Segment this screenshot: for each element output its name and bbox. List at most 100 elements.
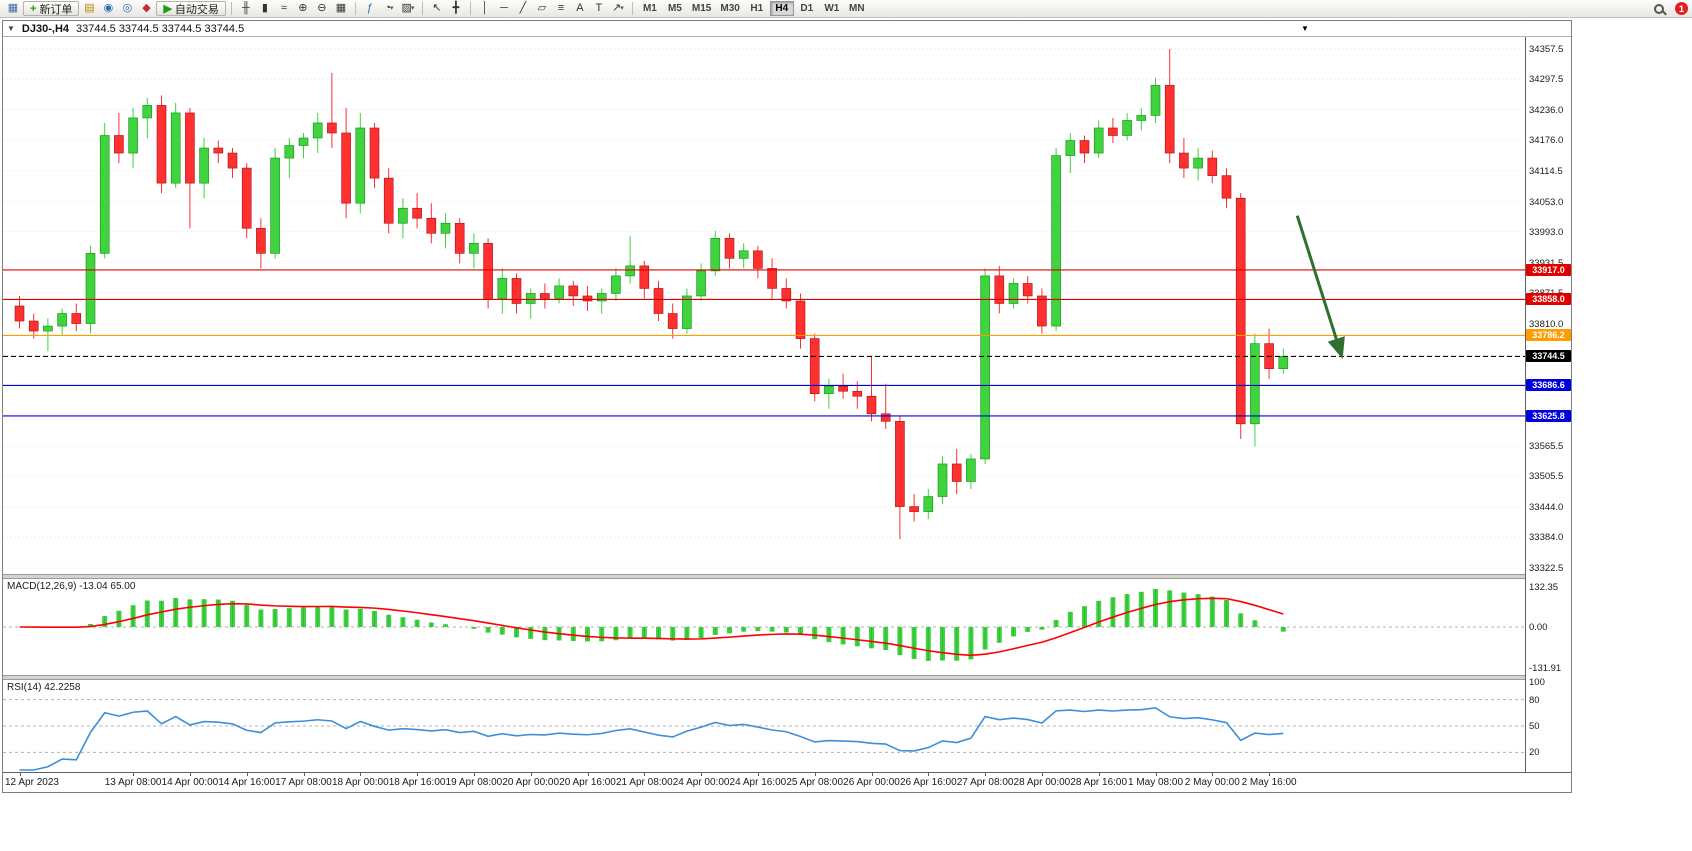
price-axis-label: 33931.5	[1529, 258, 1563, 269]
toolbar-separator	[469, 2, 471, 15]
new-chart-icon[interactable]: ▦	[7, 2, 19, 14]
zoom-out-icon[interactable]: ⊖	[317, 2, 327, 14]
toolbar-separator	[230, 2, 232, 15]
line-chart-icon[interactable]: ≈	[280, 2, 287, 14]
chart-profiles-icon[interactable]: ▤	[84, 2, 95, 14]
time-axis-label: 17 Apr 08:00	[275, 777, 332, 788]
crosshair-icon[interactable]: ╋	[452, 2, 460, 14]
timeframe-button-mn[interactable]: MN	[849, 3, 865, 14]
search-icon[interactable]	[1650, 1, 1668, 16]
tile-windows-icon[interactable]: ▦	[335, 2, 347, 14]
autotrading-icon: ▶	[163, 3, 172, 15]
cursor-icon[interactable]: ↖	[432, 2, 442, 14]
price-axis-label: 33505.5	[1529, 471, 1564, 483]
time-axis-label: 28 Apr 00:00	[1013, 777, 1071, 788]
autotrading-button[interactable]: ▶ 自动交易	[156, 1, 226, 16]
chart-shift-marker-icon[interactable]: ▼	[1301, 24, 1309, 33]
horizontal-line-icon[interactable]: ─	[500, 2, 508, 14]
time-axis-tick	[133, 773, 135, 776]
panel-splitter[interactable]	[3, 675, 1571, 680]
time-axis-tick	[701, 773, 703, 776]
time-axis-tick	[757, 773, 759, 776]
indicators-icon[interactable]: ƒ	[366, 2, 373, 14]
time-axis-label: 24 Apr 16:00	[729, 777, 787, 788]
rsi-axis-label: 80	[1529, 694, 1540, 706]
text-icon[interactable]: A	[576, 2, 584, 14]
price-axis-label: 33993.0	[1529, 226, 1564, 238]
time-axis-label: 25 Apr 08:00	[786, 777, 844, 788]
zoom-in-icon[interactable]: ⊕	[298, 2, 308, 14]
rsi-panel-canvas[interactable]	[3, 680, 1525, 772]
dropdown-caret-icon: ▾	[620, 5, 624, 12]
trend-arrow-annotation[interactable]	[1295, 215, 1345, 359]
time-axis-tick	[985, 773, 987, 776]
trendline-icon[interactable]: ╱	[519, 2, 527, 14]
time-axis-label: 24 Apr 00:00	[672, 777, 730, 788]
market-watch-icon[interactable]: ◉	[103, 2, 114, 14]
time-axis-label: 18 Apr 00:00	[331, 777, 389, 788]
timeframe-button-h4[interactable]: H4	[769, 1, 794, 16]
macd-axis-label: 132.35	[1529, 582, 1559, 593]
terminal-icon[interactable]: ◆	[142, 2, 151, 14]
new-order-icon: +	[30, 2, 37, 15]
time-axis[interactable]: 12 Apr 2023 13 Apr 08:00 14 Apr 00:00 14 Ap…	[3, 772, 1571, 792]
dropdown-caret-icon: ▾	[410, 5, 415, 12]
timeframe-button-m1[interactable]: M1	[642, 3, 657, 14]
price-axis-label: 34297.5	[1529, 74, 1564, 86]
macd-signal-line	[19, 597, 1284, 657]
time-axis-label: 20 Apr 16:00	[559, 777, 616, 788]
time-axis-tick	[530, 773, 532, 776]
oneclick-trading-toggle-icon[interactable]: ▼	[7, 24, 15, 33]
timeframe-button-h1[interactable]: H1	[750, 3, 764, 14]
price-axis-label: 34236.0	[1529, 104, 1564, 116]
period-icon[interactable]: ◔ ▾	[384, 2, 394, 14]
time-axis-label: 26 Apr 16:00	[899, 777, 957, 788]
rsi-axis-label: 20	[1529, 747, 1540, 759]
time-axis-tick	[1041, 773, 1043, 776]
macd-indicator-label: MACD(12,26,9) -13.04 65.00	[7, 581, 136, 592]
price-tag-resistance: 33917.0	[1526, 263, 1571, 276]
toolbar-separator	[354, 2, 356, 15]
time-axis-label: 19 Apr 08:00	[445, 777, 503, 788]
candlestick-chart-icon[interactable]: ▮	[261, 2, 268, 14]
timeframe-button-m30[interactable]: M30	[720, 3, 740, 14]
macd-panel-canvas[interactable]	[3, 579, 1525, 675]
toolbar-separator	[631, 2, 633, 15]
price-axis[interactable]: 34357.5 34297.5 34236.0 34176.0 34114.5 34053…	[1525, 37, 1571, 772]
data-window-icon[interactable]: ◎	[122, 2, 133, 14]
time-axis-label: 20 Apr 00:00	[502, 777, 560, 788]
new-order-button[interactable]: + 新订单	[23, 1, 80, 16]
panel-splitter[interactable]	[3, 574, 1571, 579]
chart-symbol-title: DJ30-,H4	[21, 22, 69, 35]
notification-badge[interactable]: 1	[1675, 2, 1688, 15]
time-axis-label: 12 Apr 2023	[5, 777, 59, 788]
time-axis-tick	[1098, 773, 1100, 776]
time-axis-label: 27 Apr 08:00	[956, 777, 1014, 788]
chart-ohlc-readout: 33744.5 33744.5 33744.5 33744.5	[76, 22, 245, 35]
time-axis-tick	[1212, 773, 1214, 776]
text-label-icon[interactable]: T	[595, 2, 603, 14]
main-chart-canvas[interactable]	[3, 37, 1525, 574]
price-axis-label: 34176.0	[1529, 135, 1564, 146]
ohlc-bars-icon[interactable]: ╫	[242, 2, 250, 14]
price-axis-label: 33871.5	[1529, 288, 1563, 299]
rsi-indicator-label: RSI(14) 42.2258	[7, 682, 81, 693]
template-icon[interactable]: ▨ ▾	[401, 2, 415, 14]
price-axis-label: 34053.0	[1529, 196, 1564, 208]
channel-icon[interactable]: ▱	[537, 2, 547, 14]
time-axis-label: 14 Apr 00:00	[161, 777, 219, 788]
chart-window: ▼ DJ30-,H4 33744.5 33744.5 33744.5 33744…	[2, 20, 1572, 793]
price-tag-resistance: 33858.0	[1526, 293, 1571, 306]
vertical-line-icon[interactable]: │	[481, 2, 489, 14]
timeframe-button-m5[interactable]: M5	[667, 3, 682, 14]
timeframe-button-d1[interactable]: D1	[800, 3, 814, 14]
time-axis-label: 26 Apr 00:00	[843, 777, 900, 788]
time-axis-tick	[587, 773, 589, 776]
dropdown-caret-icon: ▾	[389, 5, 394, 12]
time-axis-label: 21 Apr 08:00	[615, 777, 673, 788]
fibonacci-icon[interactable]: ≡	[557, 2, 565, 14]
toolbar-separator	[421, 2, 423, 15]
arrows-icon[interactable]: ↗ ▾	[612, 2, 624, 14]
timeframe-button-m15[interactable]: M15	[691, 3, 712, 14]
timeframe-button-w1[interactable]: W1	[824, 3, 840, 14]
